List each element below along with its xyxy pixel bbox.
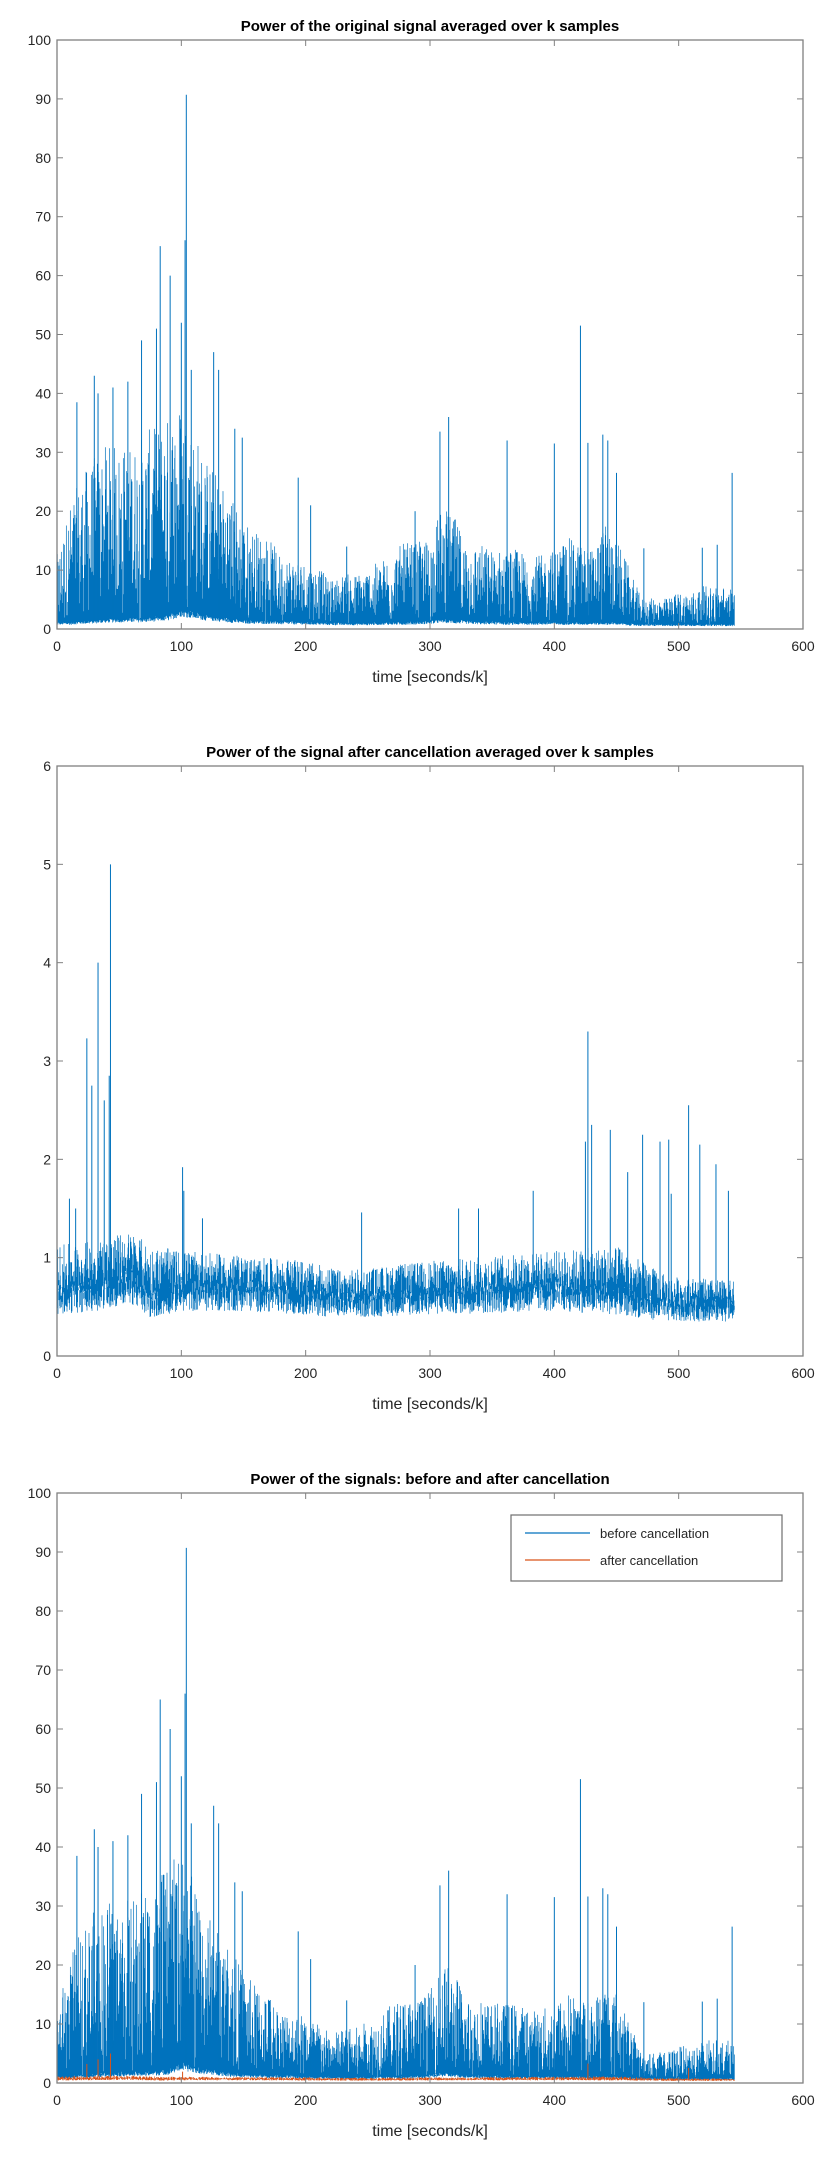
y-tick-label: 50 [35,1780,51,1796]
legend-entry: before cancellation [600,1526,709,1541]
y-tick-label: 20 [35,1957,51,1973]
y-tick-label: 0 [43,621,51,637]
y-tick-label: 20 [35,503,51,519]
x-tick-label: 0 [53,638,61,654]
series-1 [56,864,735,1322]
y-tick-label: 80 [35,150,51,166]
y-tick-label: 0 [43,1348,51,1364]
x-tick-label: 100 [170,638,194,654]
chart-title: Power of the signals: before and after c… [250,1471,609,1488]
y-tick-label: 60 [35,1721,51,1737]
y-tick-label: 70 [35,209,51,225]
legend: before cancellation after cancellation [510,1514,783,1582]
y-tick-label: 70 [35,1662,51,1678]
x-tick-label: 300 [418,638,442,654]
x-axis-label: time [seconds/k] [372,669,488,686]
subplot-3: Power of the signals: before and after c… [28,1471,815,2140]
y-tick-label: 50 [35,327,51,343]
y-tick-label: 40 [35,1839,51,1855]
x-tick-label: 100 [170,2092,194,2108]
y-tick-label: 2 [43,1151,51,1167]
x-tick-label: 200 [294,1365,318,1381]
legend-box [510,1514,783,1582]
plot-area [56,94,735,627]
x-tick-label: 300 [418,1365,442,1381]
chart-title: Power of the original signal averaged ov… [241,18,619,35]
x-tick-label: 300 [418,2092,442,2108]
x-tick-label: 0 [53,1365,61,1381]
y-tick-label: 3 [43,1053,51,1069]
y-tick-label: 0 [43,2075,51,2091]
x-tick-label: 200 [294,638,318,654]
y-tick-label: 90 [35,91,51,107]
x-tick-label: 600 [791,2092,815,2108]
y-tick-label: 30 [35,1898,51,1914]
x-tick-label: 100 [170,1365,194,1381]
y-tick-label: 5 [43,856,51,872]
x-tick-label: 500 [667,2092,691,2108]
x-tick-label: 400 [543,1365,567,1381]
plot-area [56,1547,735,2081]
y-tick-label: 100 [28,32,52,48]
series-1 [56,94,735,627]
x-tick-label: 0 [53,2092,61,2108]
x-tick-label: 400 [543,2092,567,2108]
y-tick-label: 4 [43,955,51,971]
x-tick-label: 200 [294,2092,318,2108]
subplot-1: Power of the original signal averaged ov… [28,18,815,686]
x-tick-label: 500 [667,1365,691,1381]
y-tick-label: 40 [35,385,51,401]
y-tick-label: 1 [43,1250,51,1266]
y-tick-label: 6 [43,758,51,774]
plot-area [56,864,735,1322]
x-tick-label: 500 [667,638,691,654]
y-tick-label: 90 [35,1544,51,1560]
series-before-cancellation [56,1547,735,2081]
x-tick-label: 600 [791,638,815,654]
y-tick-label: 10 [35,2016,51,2032]
x-axis-label: time [seconds/k] [372,1396,488,1413]
subplot-2: Power of the signal after cancellation a… [43,744,815,1413]
y-tick-label: 60 [35,268,51,284]
x-axis-label: time [seconds/k] [372,2123,488,2140]
x-tick-label: 400 [543,638,567,654]
x-tick-label: 600 [791,1365,815,1381]
y-tick-label: 80 [35,1603,51,1619]
y-tick-label: 10 [35,562,51,578]
legend-entry: after cancellation [600,1553,698,1568]
y-tick-label: 100 [28,1485,52,1501]
chart-title: Power of the signal after cancellation a… [206,744,654,761]
y-tick-label: 30 [35,444,51,460]
